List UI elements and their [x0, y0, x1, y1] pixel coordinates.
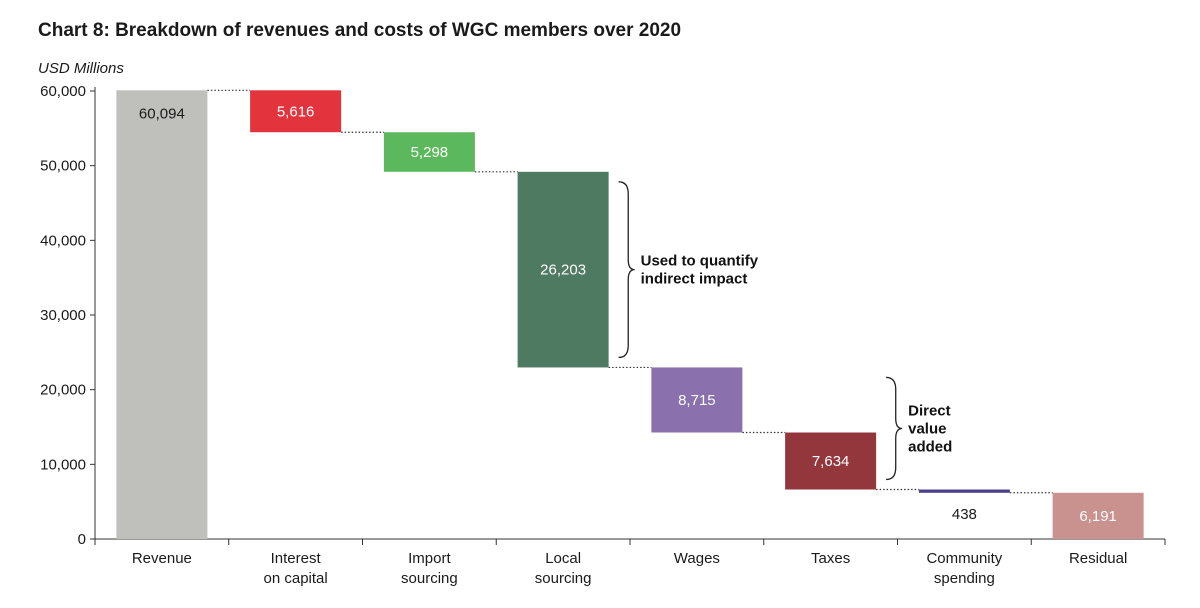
- y-tick-label: 50,000: [40, 158, 86, 175]
- data-label: 6,191: [1079, 508, 1117, 525]
- annotation-label: added: [908, 438, 952, 455]
- data-label: 5,616: [277, 103, 315, 120]
- bar: [785, 432, 877, 490]
- y-tick-label: 20,000: [40, 382, 86, 399]
- brace-annotation: [886, 376, 903, 481]
- x-category-label: Revenue: [132, 550, 192, 567]
- unit-label: USD Millions: [38, 60, 124, 77]
- data-label: 438: [952, 506, 977, 523]
- bar: [651, 367, 743, 433]
- x-category-label: Interest: [271, 550, 322, 567]
- y-tick-label: 0: [78, 531, 86, 548]
- bar: [517, 171, 609, 368]
- x-category-label: Residual: [1069, 550, 1127, 567]
- annotation-label: indirect impact: [641, 271, 748, 288]
- bar: [250, 90, 342, 133]
- brace-annotation: [618, 181, 635, 359]
- bar: [116, 90, 208, 540]
- y-tick-label: 10,000: [40, 456, 86, 473]
- data-label: 7,634: [812, 453, 850, 470]
- x-category-label: sourcing: [401, 570, 458, 587]
- x-category-label: Import: [408, 550, 451, 567]
- x-category-label: on capital: [264, 570, 328, 587]
- bar: [383, 132, 475, 172]
- data-label: 26,203: [540, 262, 586, 279]
- x-category-label: Wages: [674, 550, 720, 567]
- x-category-label: Taxes: [811, 550, 850, 567]
- bar: [918, 489, 1010, 493]
- data-label: 5,298: [411, 144, 449, 161]
- annotation-label: Direct: [908, 402, 951, 419]
- y-tick-label: 60,000: [40, 83, 86, 100]
- x-category-label: sourcing: [535, 570, 592, 587]
- x-category-label: spending: [934, 570, 995, 587]
- x-category-label: Community: [926, 550, 1002, 567]
- annotation-label: value: [908, 420, 946, 437]
- chart-title: Chart 8: Breakdown of revenues and costs…: [38, 20, 682, 41]
- data-label: 60,094: [139, 105, 185, 122]
- y-tick-label: 40,000: [40, 232, 86, 249]
- x-category-label: Local: [545, 550, 581, 567]
- data-label: 8,715: [678, 392, 716, 409]
- annotation-label: Used to quantify: [641, 253, 759, 270]
- y-tick-label: 30,000: [40, 307, 86, 324]
- bar: [1052, 492, 1144, 539]
